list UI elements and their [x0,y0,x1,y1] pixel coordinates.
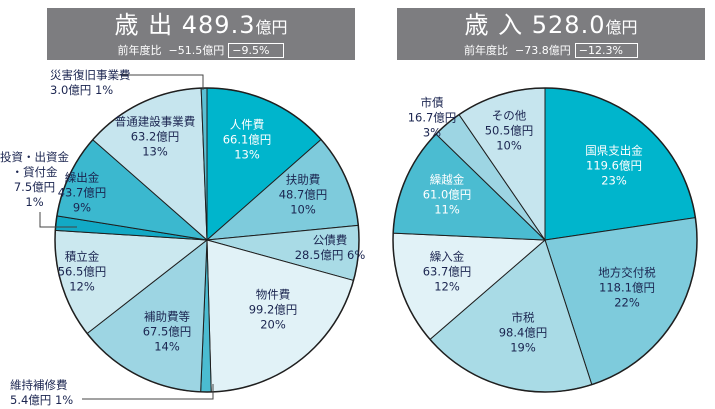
expenditure-total: 489.3 [181,11,256,39]
slice-name: 繰入金 [429,249,465,264]
slice-amount: 56.5億円 [57,264,107,279]
slice-amount: 3.0億円 [50,83,95,97]
slice-label: 物件費 99.2億円 20% [249,288,298,333]
slice-label: 積立金 56.5億円 12% [58,250,107,295]
slice-name-cont: ・貸付金 [11,165,58,179]
expenditure-unit: 億円 [255,18,288,37]
slice-label: 投資・出資金 ・貸付金 7.5億円 1% [0,150,69,210]
slice-label: 国県支出金 119.6億円 23% [585,144,643,189]
slice-pct: 14% [154,339,180,354]
slice-amount: 61.0億円 [422,187,472,202]
slice-amount: 98.4億円 [498,325,548,340]
slice-label: 市税 98.4億円 19% [499,311,548,356]
revenue-title: 歳 入 [464,11,524,39]
slice-label: 繰出金 43.7億円 9% [58,171,107,216]
slice-amount: 63.7億円 [422,264,472,279]
leader-line [118,74,204,90]
expenditure-comparison-label: 前年度比 [117,44,162,57]
slice-name: 人件費 [229,117,265,132]
slice-pct: 13% [234,147,260,162]
slice-label: 維持補修費 5.4億円 1% [10,378,73,408]
expenditure-title: 歳 出 [114,11,174,39]
revenue-comparison-label: 前年度比 [464,44,509,57]
slice-label: 補助費等 67.5億円 14% [143,310,192,355]
slice-name: その他 [491,108,527,123]
slice-pct: 1% [25,195,44,209]
slice-pct: 22% [614,295,640,310]
slice-name: 災害復旧事業費 [50,68,131,82]
slice-pct: 19% [510,340,536,355]
slice-pct: 9% [72,200,92,215]
slice-label: その他 50.5億円 10% [485,109,534,154]
slice-pct: 11% [434,202,460,217]
slice-name: 公債費 [312,233,348,247]
slice-name: 維持補修費 [10,378,68,392]
slice-amount: 99.2億円 [248,302,298,317]
slice-pct: 12% [69,279,95,294]
slice-label: 市債 16.7億円 3% [408,96,457,141]
slice-label: 普通建設事業費 63.2億円 13% [115,115,196,160]
revenue-unit: 億円 [605,18,638,37]
slice-label: 繰越金 61.0億円 11% [423,173,472,218]
slice-name: 国県支出金 [585,143,643,158]
slice-amount: 43.7億円 [57,185,107,200]
slice-name: 地方交付税 [598,265,656,280]
slice-label: 災害復旧事業費 3.0億円 1% [50,68,131,98]
expenditure-header: 歳 出 489.3億円 前年度比 −51.5億円 −9.5% [47,8,355,60]
slice-pct: 20% [260,317,286,332]
slice-amount: 7.5億円 [13,180,56,194]
slice-label: 繰入金 63.7億円 12% [423,250,472,295]
slice-name: 繰出金 [64,170,100,185]
slice-amount: 50.5億円 [484,123,534,138]
slice-pct: 13% [142,144,168,159]
slice-name: 扶助費 [285,172,321,187]
slice-pct: 12% [434,279,460,294]
slice-amount: 119.6億円 [586,158,642,173]
slice-pct: 10% [496,138,522,153]
slice-pct: 3% [422,125,442,140]
slice-label: 人件費 66.1億円 13% [223,118,272,163]
slice-name: 投資・出資金 [0,150,69,164]
revenue-header: 歳 入 528.0億円 前年度比 −73.8億円 −12.3% [397,8,705,60]
slice-label: 地方交付税 118.1億円 22% [598,266,656,311]
slice-name: 市税 [511,310,535,325]
pie-outline [392,87,698,393]
slice-name: 市債 [420,95,444,110]
slice-pct: 1% [94,83,114,97]
slice-amount: 67.5億円 [142,324,192,339]
slice-amount: 28.5億円 [294,248,348,262]
slice-name: 積立金 [64,249,100,264]
slice-pct: 10% [290,202,316,217]
slice-amount: 66.1億円 [222,132,272,147]
slice-amount: 48.7億円 [278,187,328,202]
slice-name: 補助費等 [143,309,190,324]
revenue-comparison-value: −73.8億円 [515,44,571,57]
expenditure-comparison-pct: −9.5% [228,43,285,58]
slice-name: 繰越金 [429,172,465,187]
slice-pct: 1% [54,393,74,407]
revenue-comparison-pct: −12.3% [574,43,638,58]
revenue-total: 528.0 [531,11,606,39]
pie-outline [54,87,360,393]
slice-pct: 6% [347,248,366,262]
slice-amount: 118.1億円 [599,280,655,295]
leader-line [82,384,214,400]
slice-pct: 23% [601,173,627,188]
expenditure-comparison-value: −51.5億円 [168,44,225,57]
slice-name: 物件費 [255,287,291,302]
slice-label: 扶助費 48.7億円 10% [279,173,328,218]
slice-amount: 5.4億円 [10,393,55,407]
slice-label: 公債費 28.5億円 6% [295,233,366,263]
slice-name: 普通建設事業費 [114,114,196,129]
slice-amount: 16.7億円 [407,110,457,125]
leader-line [39,212,77,228]
slice-amount: 63.2億円 [130,129,180,144]
